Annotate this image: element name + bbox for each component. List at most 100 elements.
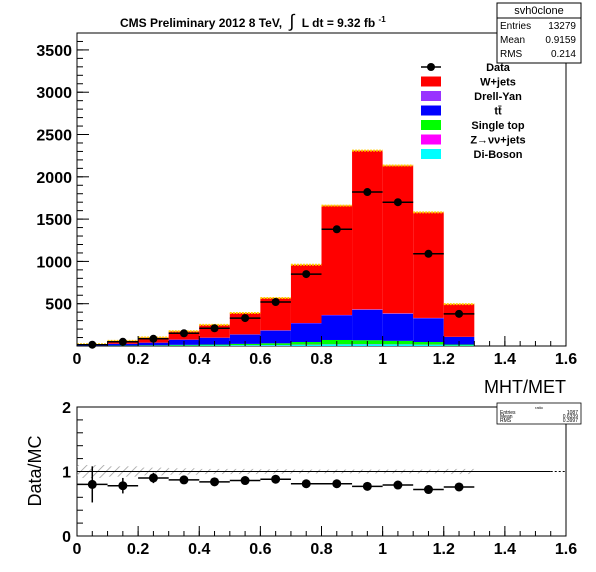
x-tick-label: 0.6 bbox=[249, 351, 271, 368]
legend-swatch bbox=[421, 76, 441, 87]
bar-ttbar bbox=[443, 336, 475, 345]
y-tick-label: 1500 bbox=[36, 212, 72, 229]
chart-title: CMS Preliminary 2012 8 TeV, ∫ L dt = 9.3… bbox=[120, 11, 386, 31]
bar-ttbar bbox=[229, 334, 261, 344]
data-point bbox=[363, 188, 372, 197]
bar-ttbar bbox=[290, 323, 322, 343]
ratio-point bbox=[87, 479, 97, 489]
x-tick-label: 0.4 bbox=[188, 351, 210, 368]
y-tick-label: 3500 bbox=[36, 43, 72, 60]
x-tick-label: 1.4 bbox=[494, 351, 516, 368]
statbox-name: svh0clone bbox=[514, 5, 564, 17]
ratio-statbox-value: 1087 bbox=[567, 410, 578, 416]
legend-swatch bbox=[421, 91, 441, 101]
ratio-x-tick-label: 1.6 bbox=[555, 541, 577, 558]
title-prefix: CMS Preliminary 2012 8 TeV, bbox=[120, 16, 282, 30]
legend-data-marker bbox=[427, 63, 435, 71]
y-tick-label: 1000 bbox=[36, 254, 72, 271]
ratio-point bbox=[210, 477, 220, 487]
ratio-y-axis-title: Data/MC bbox=[25, 435, 45, 506]
legend-label: Drell-Yan bbox=[474, 91, 522, 103]
data-point bbox=[455, 309, 464, 318]
ratio-point bbox=[301, 479, 311, 489]
ratio-statbox: ratio Entries 1087 Mean 0.6339 RMS 0.399… bbox=[496, 402, 582, 425]
ratio-statbox-label: Entries bbox=[500, 410, 516, 416]
ratio-point bbox=[179, 475, 189, 485]
legend-label-data: Data bbox=[486, 62, 511, 74]
statbox-value: 13279 bbox=[548, 21, 576, 32]
legend-label: Single top bbox=[471, 120, 524, 132]
ratio-statbox-label: RMS bbox=[500, 418, 512, 424]
bar-drell-yan bbox=[321, 314, 353, 316]
bar-w-jets bbox=[321, 205, 353, 315]
title-lumi: L dt = 9.32 fb bbox=[302, 16, 375, 30]
bar-w-jets bbox=[382, 165, 414, 314]
bar-w-jets bbox=[352, 150, 383, 310]
ratio-point bbox=[454, 482, 464, 492]
x-tick-label: 1.6 bbox=[555, 351, 577, 368]
x-tick-label: 0.2 bbox=[127, 351, 149, 368]
bar-drell-yan bbox=[352, 309, 383, 310]
ratio-point bbox=[148, 473, 158, 483]
ratio-x-tick-label: 1 bbox=[378, 541, 387, 558]
data-point bbox=[210, 324, 219, 333]
top-plot-area bbox=[77, 149, 475, 349]
y-tick-label: 2500 bbox=[36, 128, 72, 145]
data-point bbox=[179, 329, 188, 338]
ratio-y-tick-label: 2 bbox=[62, 400, 71, 417]
ratio-axes: 0 0.2 0.4 0.6 0.8 1 1.2 1.4 1.6 0 1 2 bbox=[62, 400, 577, 558]
data-point bbox=[302, 270, 311, 279]
data-point bbox=[241, 314, 250, 323]
statbox-label: Entries bbox=[500, 21, 531, 32]
ratio-x-tick-label: 1.2 bbox=[433, 541, 455, 558]
data-point bbox=[149, 334, 158, 343]
bar-drell-yan bbox=[382, 313, 414, 314]
y-tick-label: 2000 bbox=[36, 170, 72, 187]
ratio-point bbox=[240, 476, 250, 486]
x-tick-label: 0.8 bbox=[310, 351, 332, 368]
bar-ttbar bbox=[413, 318, 444, 343]
ratio-point bbox=[393, 480, 403, 490]
legend-label: Di-Boson bbox=[474, 149, 523, 161]
legend-label: tt̄ bbox=[494, 106, 502, 118]
title-integral: ∫ bbox=[287, 11, 295, 31]
ratio-point bbox=[271, 474, 281, 484]
bar-w-jets bbox=[413, 212, 444, 318]
ratio-x-tick-label: 0 bbox=[73, 541, 82, 558]
x-tick-label: 0 bbox=[73, 351, 82, 368]
statbox-label: RMS bbox=[500, 49, 523, 60]
legend-label: W+jets bbox=[480, 77, 516, 89]
ratio-statbox-name: ratio bbox=[535, 405, 544, 410]
data-point bbox=[393, 198, 402, 207]
statbox-value: 0.9159 bbox=[545, 35, 576, 46]
top-axes: 0 0.2 0.4 0.6 0.8 1 1.2 1.4 1.6 500 1000 1500 2000 25… bbox=[36, 32, 577, 368]
statbox-label: Mean bbox=[500, 35, 525, 46]
ratio-statbox-label: Mean bbox=[500, 414, 513, 420]
ratio-y-tick-label: 0 bbox=[62, 529, 71, 546]
statbox-value: 0.214 bbox=[551, 49, 576, 60]
ratio-plot-area bbox=[77, 465, 566, 503]
ratio-y-tick-label: 1 bbox=[62, 465, 71, 482]
ratio-x-tick-label: 0.8 bbox=[310, 541, 332, 558]
y-tick-label: 3000 bbox=[36, 85, 72, 102]
ratio-point bbox=[332, 479, 342, 489]
ratio-x-tick-label: 0.4 bbox=[188, 541, 210, 558]
ratio-x-tick-label: 0.2 bbox=[127, 541, 149, 558]
ratio-x-tick-label: 1.4 bbox=[494, 541, 516, 558]
ratio-statbox-value: 0.6339 bbox=[563, 414, 579, 420]
data-point bbox=[271, 298, 280, 307]
data-point bbox=[424, 249, 433, 258]
legend-swatch bbox=[421, 120, 441, 130]
y-tick-label: 500 bbox=[45, 297, 72, 314]
x-axis-title: MHT/MET bbox=[484, 377, 566, 397]
ratio-x-tick-label: 0.6 bbox=[249, 541, 271, 558]
bar-w-jets bbox=[443, 304, 475, 337]
bar-ttbar bbox=[382, 313, 414, 341]
legend-swatch bbox=[421, 105, 441, 116]
bar-ttbar bbox=[260, 330, 291, 344]
title-lumi-exponent: -1 bbox=[379, 15, 387, 24]
legend: Data W+jets Drell-Yan tt̄ Single top Z→νν+jet… bbox=[421, 62, 526, 161]
x-tick-label: 1.2 bbox=[433, 351, 455, 368]
ratio-point bbox=[362, 481, 372, 491]
ratio-statbox-value: 0.3997 bbox=[563, 418, 579, 424]
